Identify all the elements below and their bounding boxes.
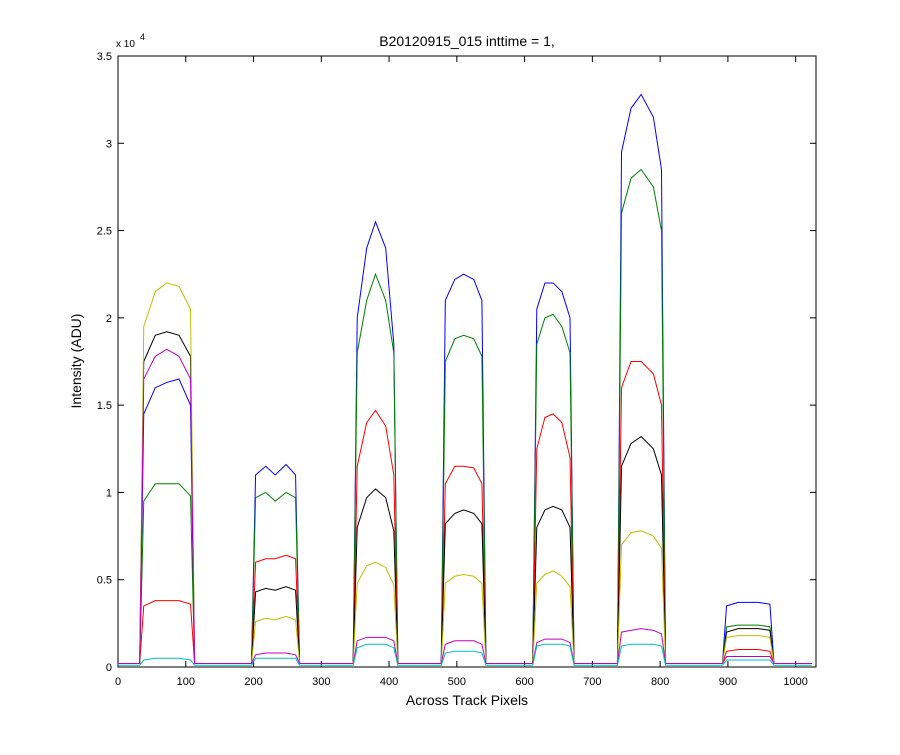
- data-line: [118, 643, 812, 666]
- y-tick-label: 2.5: [97, 226, 112, 238]
- data-line: [118, 282, 812, 665]
- x-tick-label: 100: [177, 676, 195, 688]
- y-tick-label: 0.5: [97, 575, 112, 587]
- y-tick-label: 1.5: [97, 400, 112, 412]
- y-axis-label: Intensity (ADU): [68, 314, 84, 409]
- x-tick-label: 500: [448, 676, 466, 688]
- x-tick-label: 200: [244, 676, 262, 688]
- x-tick-label: 800: [651, 676, 669, 688]
- y-tick-label: 0: [106, 662, 112, 674]
- x-tick-label: 900: [719, 676, 737, 688]
- y-tick-label: 3: [106, 138, 112, 150]
- data-line: [118, 361, 812, 665]
- x-tick-label: 400: [380, 676, 398, 688]
- data-line: [118, 348, 812, 665]
- x-tick-label: 300: [312, 676, 330, 688]
- y-tick-label: 1: [106, 487, 112, 499]
- data-line: [118, 331, 812, 665]
- y-multiplier-exponent: 4: [140, 32, 145, 42]
- data-line: [118, 168, 812, 665]
- x-tick-label: 1000: [783, 676, 807, 688]
- axes-box: [117, 55, 817, 668]
- y-tick-label: 2: [106, 313, 112, 325]
- chart-title: B20120915_015 inttime = 1,: [379, 33, 555, 49]
- y-tick-label: 3.5: [97, 51, 112, 63]
- y-multiplier: x 10: [116, 39, 135, 50]
- x-axis-label: Across Track Pixels: [406, 692, 528, 708]
- x-tick-label: 700: [583, 676, 601, 688]
- x-tick-label: 0: [115, 676, 121, 688]
- x-tick-label: 600: [515, 676, 533, 688]
